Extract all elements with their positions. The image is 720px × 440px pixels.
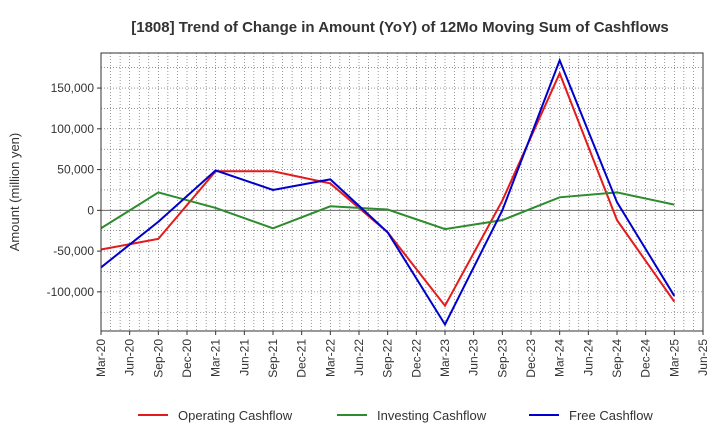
x-tick-label: Jun-20 <box>123 339 137 376</box>
x-tick-label: Mar-22 <box>323 339 337 377</box>
legend: Operating Cashflow Investing Cashflow Free… <box>138 408 653 423</box>
x-tick-label: Dec-21 <box>295 339 309 378</box>
x-tick-label: Mar-24 <box>553 339 567 377</box>
x-tick-label: Jun-23 <box>467 339 481 376</box>
series-line-free-cashflow <box>100 57 676 327</box>
plot-frame <box>100 52 704 332</box>
x-tick-label: Dec-24 <box>639 339 653 378</box>
chart-title: [1808] Trend of Change in Amount (YoY) o… <box>131 19 669 36</box>
y-tick-label: 100,000 <box>51 122 95 136</box>
y-tick-label: 0 <box>87 203 94 217</box>
x-tick-label: Sep-23 <box>495 339 509 378</box>
y-axis-label: Amount (million yen) <box>7 133 22 252</box>
legend-label: Operating Cashflow <box>178 408 293 423</box>
x-tick-label: Mar-21 <box>209 339 223 377</box>
x-tick-label: Jun-21 <box>237 339 251 376</box>
x-tick-label: Sep-22 <box>381 339 395 378</box>
series-line-operating-cashflow <box>100 70 676 308</box>
x-tick-label: Sep-20 <box>151 339 165 378</box>
y-tick-label: -100,000 <box>47 285 95 299</box>
x-tick-label: Jun-22 <box>352 339 366 376</box>
x-axis-ticks: Mar-20 Jun-20 Sep-20 Dec-20 Mar-21 Jun-21 Sep-… <box>94 331 710 378</box>
x-tick-label: Sep-21 <box>266 339 280 378</box>
x-tick-label: Jun-24 <box>581 339 595 376</box>
x-tick-label: Sep-24 <box>610 339 624 378</box>
x-tick-label: Mar-25 <box>667 339 681 377</box>
x-tick-label: Dec-22 <box>409 339 423 378</box>
legend-label: Free Cashflow <box>569 408 653 423</box>
legend-label: Investing Cashflow <box>377 408 487 423</box>
y-tick-label: 50,000 <box>57 163 94 177</box>
series-line-investing-cashflow <box>100 191 675 231</box>
x-tick-label: Dec-20 <box>180 339 194 378</box>
y-axis-ticks: 150,000 100,000 50,000 0 -50,000 -100,000 <box>47 81 101 299</box>
x-tick-label: Mar-23 <box>438 339 452 377</box>
series-lines <box>100 57 676 327</box>
x-tick-label: Jun-25 <box>696 339 710 376</box>
x-tick-label: Dec-23 <box>524 339 538 378</box>
x-tick-label: Mar-20 <box>94 339 108 377</box>
y-tick-label: 150,000 <box>51 81 95 95</box>
y-tick-label: -50,000 <box>53 244 94 258</box>
